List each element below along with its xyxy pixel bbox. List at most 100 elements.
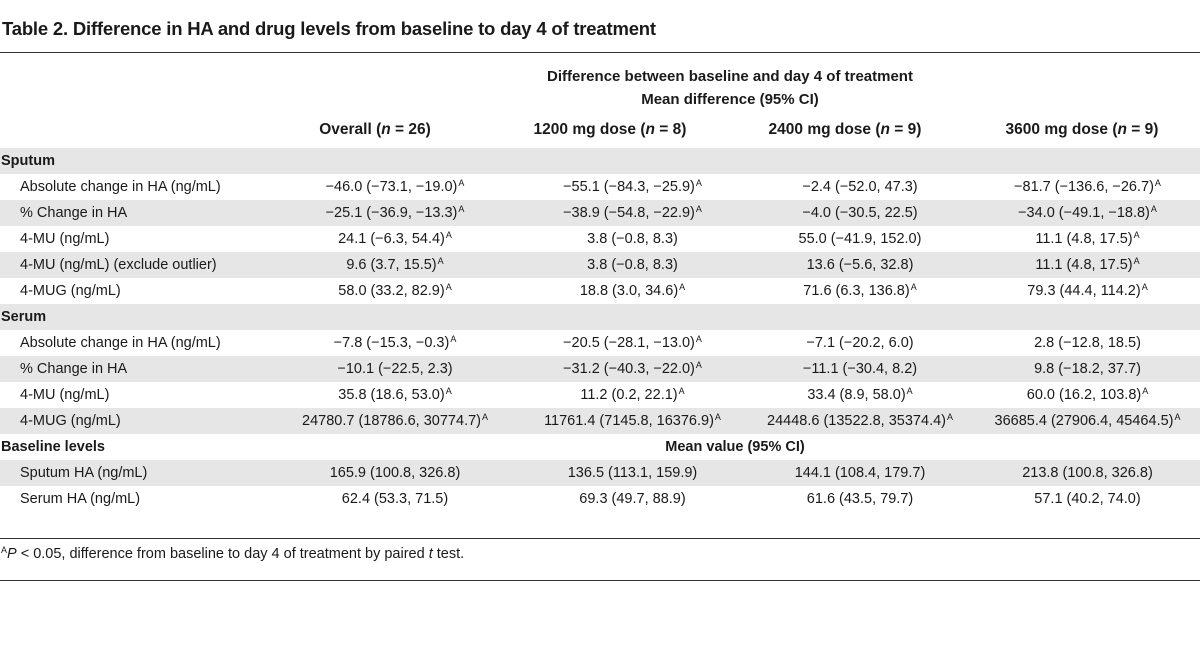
cell-value: −34.0 (−49.1, −18.8): [1018, 205, 1150, 221]
row-label: % Change in HA: [0, 200, 270, 226]
significance-marker: A: [450, 334, 457, 344]
data-table: Sputum Absolute change in HA (ng/mL) −46.0…: [0, 148, 1200, 512]
cell-value: 136.5 (113.1, 159.9): [567, 465, 698, 481]
value-cell: 11761.4 (7145.8, 16376.9)A: [520, 408, 745, 434]
cell-value: 33.4 (8.9, 58.0): [807, 387, 906, 403]
section-label: Baseline levels: [1, 439, 105, 455]
value-cell: −10.1 (−22.5, 2.3): [270, 356, 520, 382]
value-cell: 11.2 (0.2, 22.1)A: [520, 382, 745, 408]
empty-cell: [975, 304, 1200, 330]
section-subheader: Mean value (95% CI): [665, 439, 805, 455]
significance-marker: A: [1133, 230, 1140, 240]
significance-marker: A: [1150, 204, 1157, 214]
cell-value: −10.1 (−22.5, 2.3): [337, 361, 453, 377]
column-header-n: 9: [907, 121, 917, 138]
cell-value: −4.0 (−30.5, 22.5): [802, 205, 918, 221]
value-cell: 213.8 (100.8, 326.8): [975, 460, 1200, 486]
cell-value: 213.8 (100.8, 326.8): [1022, 465, 1153, 481]
footnote-text: < 0.05, difference from baseline to day …: [16, 546, 429, 562]
n-symbol: n: [645, 121, 655, 138]
section-row: Baseline levels Mean value (95% CI): [0, 434, 1200, 460]
cell-value: 71.6 (6.3, 136.8): [803, 283, 910, 299]
value-cell: 13.6 (−5.6, 32.8): [745, 252, 975, 278]
section-row: Serum: [0, 304, 1200, 330]
table-row: % Change in HA −25.1 (−36.9, −13.3)A −38.9…: [0, 200, 1200, 226]
significance-marker: A: [714, 412, 721, 422]
cell-value: 13.6 (−5.6, 32.8): [806, 257, 914, 273]
significance-marker: A: [1133, 256, 1140, 266]
empty-cell: [745, 304, 975, 330]
cell-value: 11.2 (0.2, 22.1): [580, 387, 678, 403]
cell-value: −31.2 (−40.3, −22.0): [563, 361, 695, 377]
cell-value: 18.8 (3.0, 34.6): [579, 283, 679, 299]
value-cell: 9.6 (3.7, 15.5)A: [270, 252, 520, 278]
row-label: 4-MU (ng/mL) (exclude outlier): [0, 252, 270, 278]
n-symbol: n: [381, 121, 391, 138]
footnote-t: t: [428, 546, 433, 562]
section-row: Sputum: [0, 148, 1200, 174]
value-cell: 69.3 (49.7, 88.9): [520, 486, 745, 512]
cell-value: 36685.4 (27906.4, 45464.5): [994, 413, 1174, 429]
significance-marker: A: [458, 178, 465, 188]
significance-marker: A: [906, 386, 913, 396]
cell-value: −38.9 (−54.8, −22.9): [563, 205, 695, 221]
cell-value: −7.1 (−20.2, 6.0): [806, 335, 914, 351]
footnote-marker: A: [1, 545, 8, 555]
value-cell: 24.1 (−6.3, 54.4)A: [270, 226, 520, 252]
value-cell: 71.6 (6.3, 136.8)A: [745, 278, 975, 304]
spanner-line-1: Difference between baseline and day 4 of…: [547, 68, 913, 85]
value-cell: −31.2 (−40.3, −22.0)A: [520, 356, 745, 382]
value-cell: −55.1 (−84.3, −25.9)A: [520, 174, 745, 200]
cell-value: 24780.7 (18786.6, 30774.7): [302, 413, 481, 429]
column-header-label: 2400 mg dose: [768, 121, 872, 138]
table-row: 4-MUG (ng/mL) 24780.7 (18786.6, 30774.7)A…: [0, 408, 1200, 434]
value-cell: −38.9 (−54.8, −22.9)A: [520, 200, 745, 226]
value-cell: 144.1 (108.4, 179.7): [745, 460, 975, 486]
cell-value: 57.1 (40.2, 74.0): [1034, 491, 1141, 507]
cell-value: 9.8 (−18.2, 37.7): [1034, 361, 1141, 377]
value-cell: 165.9 (100.8, 326.8): [270, 460, 520, 486]
cell-value: 2.8 (−12.8, 18.5): [1034, 335, 1141, 351]
n-symbol: n: [880, 121, 890, 138]
cell-value: 79.3 (44.4, 114.2): [1027, 283, 1141, 299]
value-cell: 11.1 (4.8, 17.5)A: [975, 226, 1200, 252]
table-row: Serum HA (ng/mL) 62.4 (53.3, 71.5) 69.3 (4…: [0, 486, 1200, 512]
significance-marker: A: [445, 230, 452, 240]
cell-value: −46.0 (−73.1, −19.0): [325, 179, 458, 195]
value-cell: 24448.6 (13522.8, 35374.4)A: [745, 408, 975, 434]
cell-value: 69.3 (49.7, 88.9): [579, 491, 686, 507]
cell-value: 55.0 (−41.9, 152.0): [798, 231, 922, 247]
spanner-header: Difference between baseline and day 4 of…: [460, 65, 1000, 111]
value-cell: 3.8 (−0.8, 8.3): [520, 252, 745, 278]
significance-marker: A: [1174, 412, 1181, 422]
significance-marker: A: [1141, 282, 1148, 292]
n-symbol: n: [1117, 121, 1127, 138]
column-header-label: 1200 mg dose: [533, 121, 637, 138]
value-cell: 57.1 (40.2, 74.0): [975, 486, 1200, 512]
column-header-label: Overall: [319, 121, 372, 138]
cell-value: −11.1 (−30.4, 8.2): [802, 361, 918, 377]
row-label: Serum HA (ng/mL): [20, 491, 141, 507]
empty-cell: [520, 148, 745, 174]
cell-value: −7.8 (−15.3, −0.3): [333, 335, 450, 351]
value-cell: 58.0 (33.2, 82.9)A: [270, 278, 520, 304]
value-cell: 136.5 (113.1, 159.9): [520, 460, 745, 486]
cell-value: 24.1 (−6.3, 54.4): [338, 231, 445, 247]
table-row: 4-MU (ng/mL) 24.1 (−6.3, 54.4)A 3.8 (−0.8,…: [0, 226, 1200, 252]
significance-marker: A: [481, 412, 488, 422]
significance-marker: A: [445, 282, 452, 292]
significance-marker: A: [1154, 178, 1161, 188]
column-header-2: 1200 mg dose (n = 8): [533, 121, 687, 138]
row-label: 4-MUG (ng/mL): [0, 408, 270, 434]
significance-marker: A: [695, 334, 702, 344]
significance-marker: A: [695, 204, 702, 214]
row-label: Absolute change in HA (ng/mL): [20, 179, 221, 195]
value-cell: 36685.4 (27906.4, 45464.5)A: [975, 408, 1200, 434]
row-label: 4-MU (ng/mL): [20, 231, 110, 247]
value-cell: 24780.7 (18786.6, 30774.7)A: [270, 408, 520, 434]
table-title: Table 2. Difference in HA and drug level…: [2, 18, 656, 39]
section-label: Sputum: [0, 148, 270, 174]
significance-marker: A: [678, 386, 685, 396]
footnote-p: P: [7, 546, 17, 562]
value-cell: 79.3 (44.4, 114.2)A: [975, 278, 1200, 304]
